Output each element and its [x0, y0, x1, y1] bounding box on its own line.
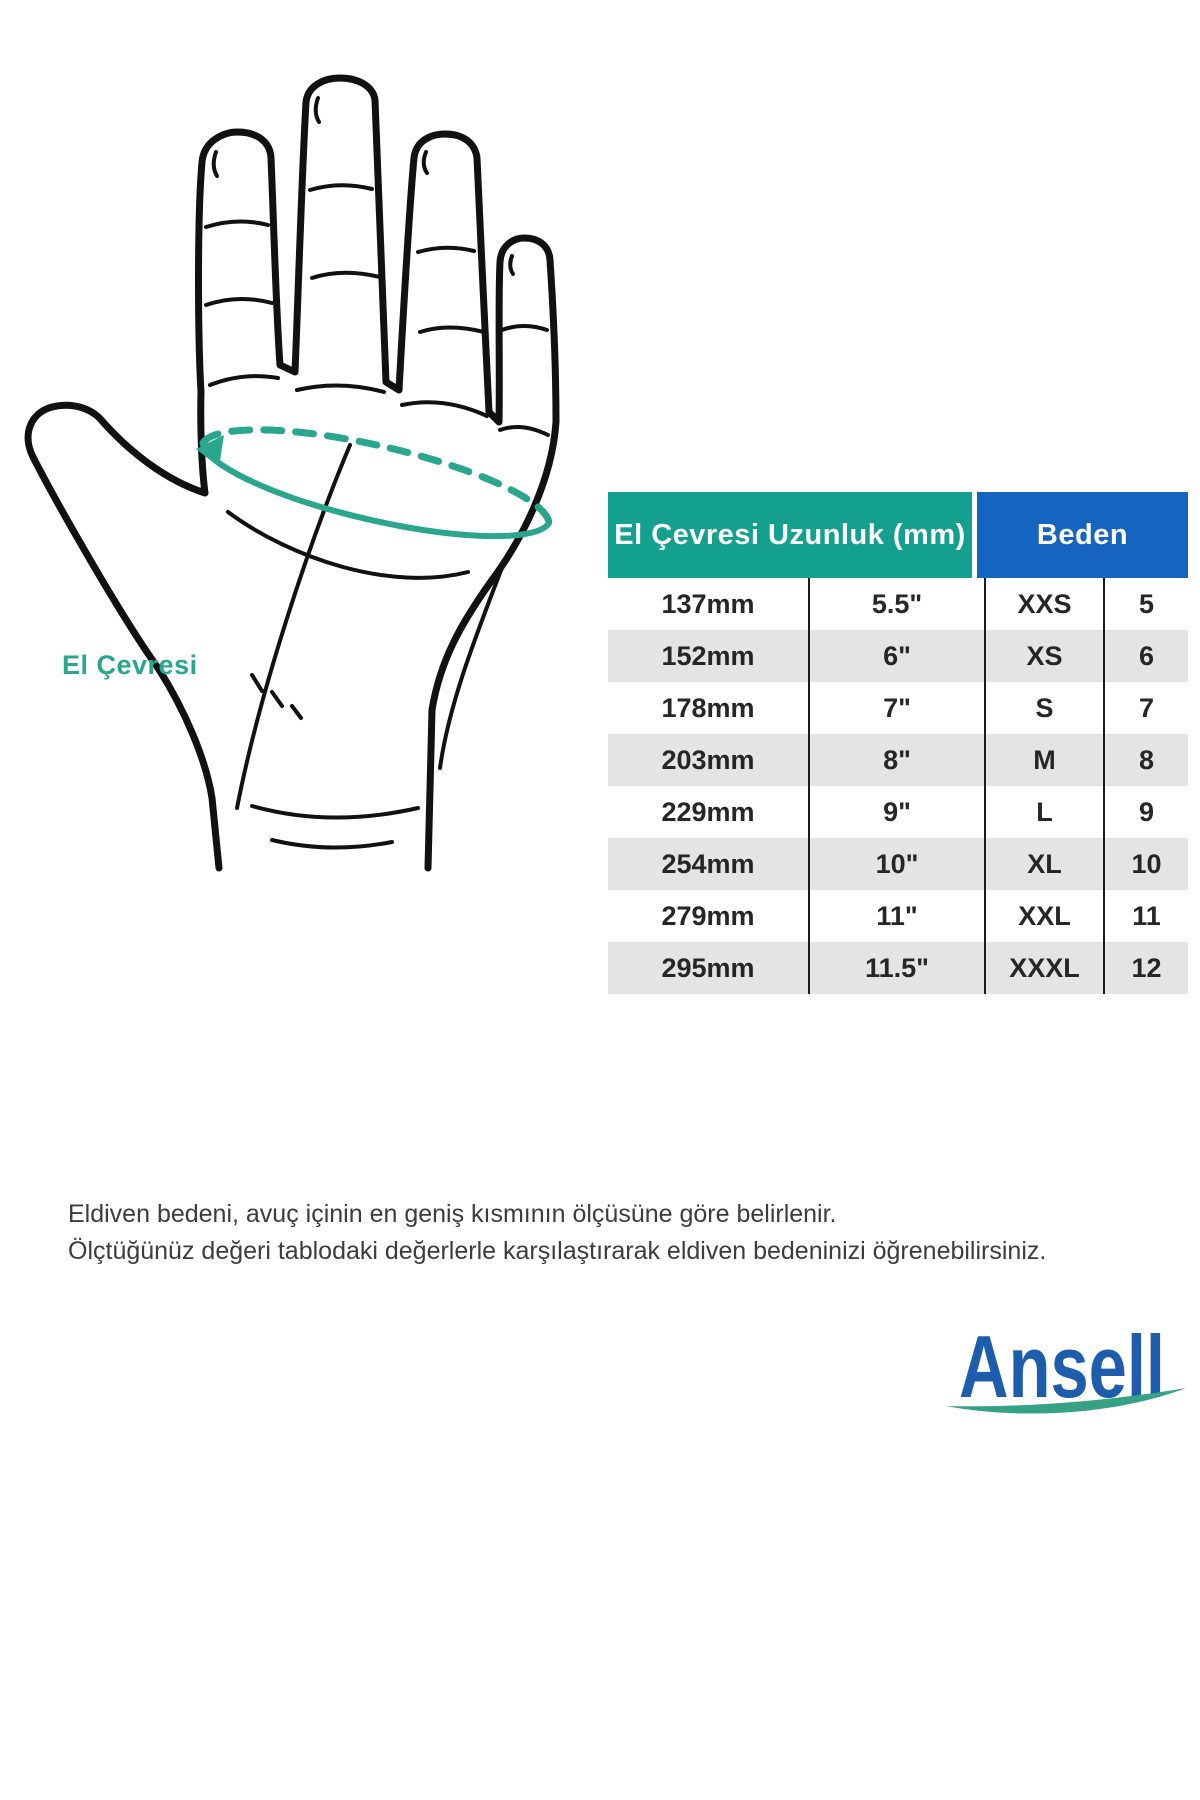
- cell-inch: 10": [810, 838, 986, 890]
- cell-size: L: [986, 786, 1105, 838]
- note-text: Eldiven bedeni, avuç içinin en geniş kıs…: [68, 1196, 1158, 1270]
- cell-inch: 5.5": [810, 578, 986, 630]
- cell-num: 10: [1131, 848, 1162, 879]
- cell-size: XS: [986, 630, 1105, 682]
- cell-num: 11: [1132, 900, 1161, 931]
- ellipse-arrowhead: [196, 435, 224, 467]
- table-row: 137mm 5.5" XXS 5: [608, 578, 1188, 630]
- cell-mm: 295mm: [608, 942, 810, 994]
- header-measurement: El Çevresi Uzunluk (mm): [608, 492, 972, 578]
- table-row: 279mm 11" XXL 11: [608, 890, 1188, 942]
- cell-mm: 137mm: [608, 578, 810, 630]
- cell-num: 9: [1138, 796, 1155, 827]
- cell-size: XL: [986, 838, 1105, 890]
- cell-inch: 11": [810, 890, 986, 942]
- cell-size: XXS: [986, 578, 1105, 630]
- cell-size: S: [986, 682, 1105, 734]
- cell-num: 5: [1138, 588, 1155, 619]
- cell-num: 12: [1131, 952, 1162, 983]
- cell-mm: 279mm: [608, 890, 810, 942]
- cell-inch: 11.5": [810, 942, 986, 994]
- cell-inch: 9": [810, 786, 986, 838]
- ansell-logo-swoosh: [946, 1388, 1186, 1414]
- header-size: Beden: [977, 492, 1188, 578]
- hand-outline: [24, 74, 560, 872]
- hand-crease-lines: [204, 96, 550, 850]
- ellipse-dashed-half: [199, 426, 553, 527]
- cell-inch: 8": [810, 734, 986, 786]
- table-row: 178mm 7" S 7: [608, 682, 1188, 734]
- cell-num: 8: [1138, 744, 1155, 775]
- cell-inch: 6": [810, 630, 986, 682]
- cell-size: M: [986, 734, 1105, 786]
- cell-mm: 152mm: [608, 630, 810, 682]
- cell-num: 7: [1138, 692, 1155, 723]
- table-row: 295mm 11.5" XXXL 12: [608, 942, 1188, 994]
- table-row: 254mm 10" XL 10: [608, 838, 1188, 890]
- table-row: 152mm 6" XS 6: [608, 630, 1188, 682]
- table-row: 229mm 9" L 9: [608, 786, 1188, 838]
- cell-num: 6: [1138, 640, 1155, 671]
- table-row: 203mm 8" M 8: [608, 734, 1188, 786]
- cell-inch: 7": [810, 682, 986, 734]
- hand-illustration: [24, 74, 560, 872]
- note-line-2: Ölçtüğünüz değeri tablodaki değerlerle k…: [68, 1237, 1047, 1265]
- cell-size: XXXL: [986, 942, 1105, 994]
- size-table-body: 137mm 5.5" XXS 5 152mm 6" XS 6 178mm 7" …: [608, 578, 1188, 994]
- ellipse-solid-half: [200, 440, 552, 540]
- measure-label: El Çevresi: [62, 650, 198, 680]
- cell-mm: 178mm: [608, 682, 810, 734]
- cell-size: XXL: [986, 890, 1105, 942]
- ansell-logo: Ansell: [946, 1318, 1186, 1416]
- cell-mm: 229mm: [608, 786, 810, 838]
- size-table: El Çevresi Uzunluk (mm) Beden 137mm 5.5"…: [608, 492, 1188, 994]
- measurement-ellipse: [196, 426, 553, 540]
- size-table-header: El Çevresi Uzunluk (mm) Beden: [608, 492, 1188, 578]
- cell-mm: 203mm: [608, 734, 810, 786]
- cell-mm: 254mm: [608, 838, 810, 890]
- note-line-1: Eldiven bedeni, avuç içinin en geniş kıs…: [68, 1200, 837, 1228]
